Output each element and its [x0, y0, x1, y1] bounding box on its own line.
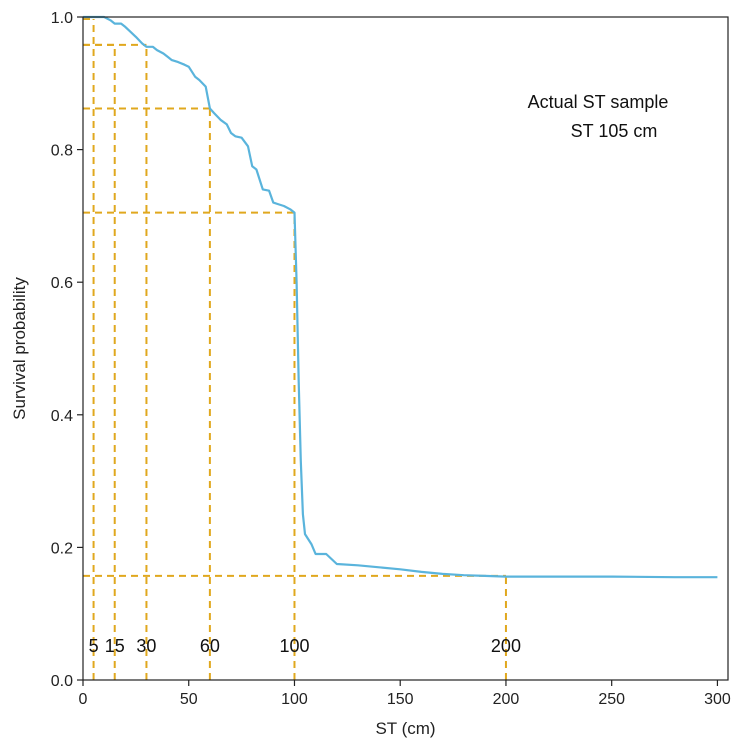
survival-curve: [83, 15, 718, 579]
reference-label: 60: [200, 636, 220, 656]
reference-label: 100: [279, 636, 309, 656]
y-tick-label: 0.8: [51, 143, 73, 160]
reference-label: 15: [105, 636, 125, 656]
x-axis: 0 50 100 150 200 250 300: [79, 680, 731, 708]
reference-labels: 5 15 30 60 100 200: [89, 636, 521, 656]
x-axis-title: ST (cm): [375, 719, 435, 738]
annotation-line-2: ST 105 cm: [571, 121, 658, 141]
reference-label: 30: [136, 636, 156, 656]
x-tick-label: 300: [704, 691, 731, 708]
reference-label: 5: [89, 636, 99, 656]
reference-lines: [83, 17, 507, 680]
x-tick-label: 0: [79, 691, 88, 708]
y-tick-label: 0.0: [51, 673, 73, 690]
reference-label: 200: [491, 636, 521, 656]
y-tick-label: 1.0: [51, 10, 73, 27]
annotation-line-1: Actual ST sample: [528, 92, 669, 112]
x-tick-label: 50: [180, 691, 198, 708]
x-tick-label: 250: [598, 691, 625, 708]
y-tick-label: 0.4: [51, 408, 73, 425]
y-axis-title: Survival probability: [10, 277, 29, 420]
x-tick-label: 200: [493, 691, 520, 708]
series-layer: [83, 15, 718, 579]
plot-frame: [82, 16, 729, 681]
x-tick-label: 100: [281, 691, 308, 708]
y-tick-label: 0.2: [51, 540, 73, 557]
y-tick-label: 0.6: [51, 275, 73, 292]
y-axis: 0.0 0.2 0.4 0.6 0.8 1.0: [51, 10, 83, 690]
x-tick-label: 150: [387, 691, 414, 708]
